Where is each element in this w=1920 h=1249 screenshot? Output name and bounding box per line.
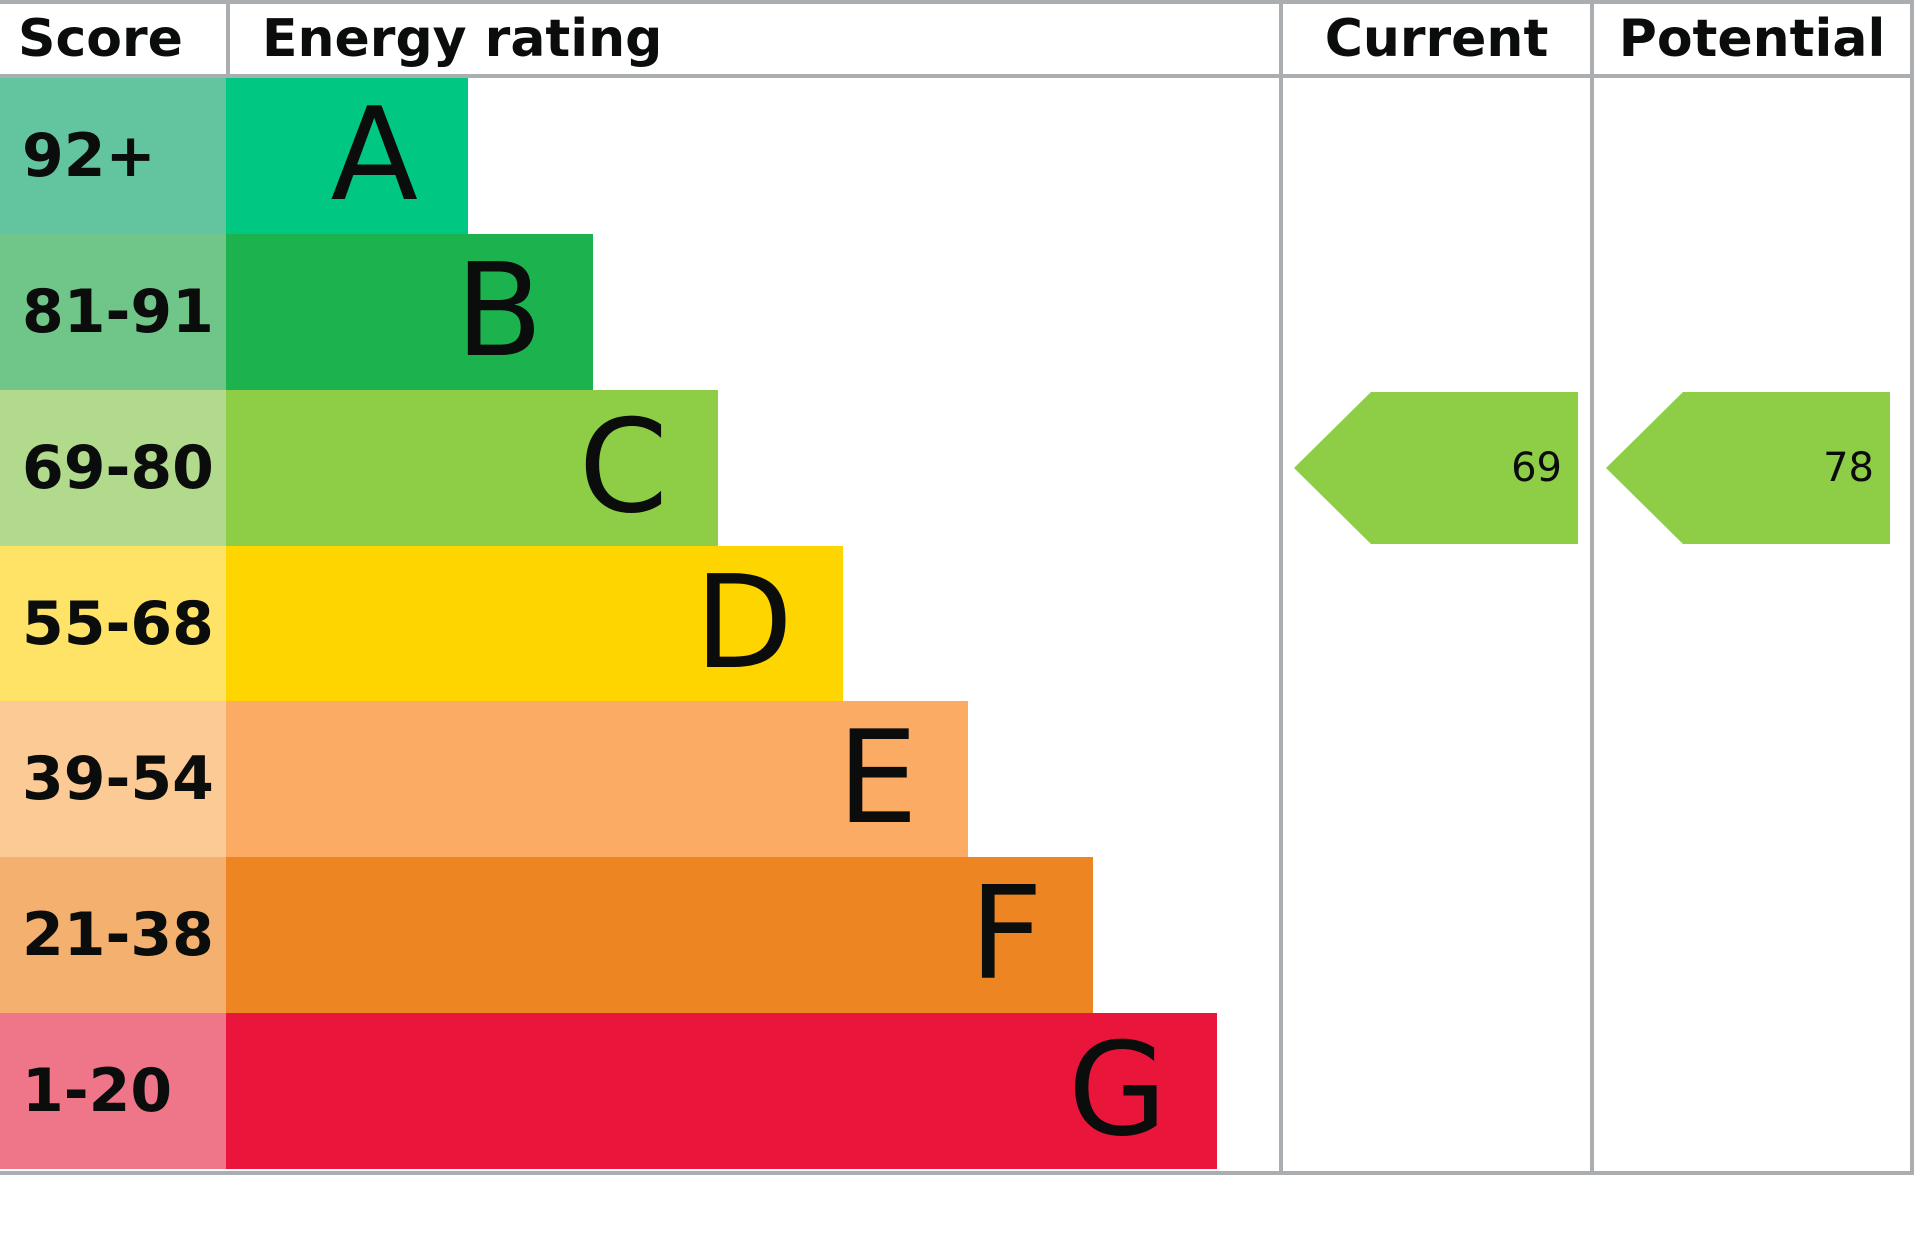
header-divider-line: [0, 74, 1914, 78]
band-letter-c: C: [578, 393, 668, 542]
band-bar-g: G: [226, 1013, 1217, 1169]
potential-rating-value: 78: [1823, 445, 1874, 491]
energy-current-divider: [1279, 0, 1283, 1175]
band-bar-d: D: [226, 546, 843, 701]
current-rating-value: 69: [1511, 445, 1562, 491]
score-range-39-54: 39-54: [0, 701, 226, 857]
table-border-top: [0, 0, 1914, 4]
band-row-c: 69-80 C: [0, 390, 1914, 546]
band-row-b: 81-91 B: [0, 234, 1914, 390]
band-row-a: 92+ A: [0, 78, 1914, 234]
band-letter-e: E: [837, 704, 918, 853]
band-bar-a: A: [226, 78, 468, 234]
band-row-g: 1-20 G: [0, 1013, 1914, 1169]
band-letter-b: B: [455, 237, 543, 386]
current-potential-divider: [1590, 0, 1594, 1175]
band-bar-f: F: [226, 857, 1093, 1013]
band-bar-e: E: [226, 701, 968, 857]
band-bar-b: B: [226, 234, 593, 390]
band-letter-d: D: [694, 548, 793, 698]
current-column-header: Current: [1324, 9, 1549, 69]
band-row-f: 21-38 F: [0, 857, 1914, 1013]
table-border-bottom: [0, 1171, 1914, 1175]
score-range-69-80: 69-80: [0, 390, 226, 546]
potential-column-header: Potential: [1618, 9, 1886, 69]
score-column-header: Score: [18, 9, 183, 69]
score-range-55-68: 55-68: [0, 546, 226, 701]
score-range-1-20: 1-20: [0, 1013, 226, 1169]
score-range-21-38: 21-38: [0, 857, 226, 1013]
table-border-right: [1910, 0, 1914, 1175]
band-letter-a: A: [330, 81, 418, 230]
score-range-92plus: 92+: [0, 78, 226, 234]
band-letter-f: F: [969, 860, 1043, 1009]
band-row-d: 55-68 D: [0, 546, 1914, 701]
score-range-81-91: 81-91: [0, 234, 226, 390]
band-bar-c: C: [226, 390, 718, 546]
band-letter-g: G: [1067, 1016, 1167, 1165]
energy-rating-column-header: Energy rating: [262, 9, 663, 69]
score-energy-divider: [226, 0, 230, 78]
band-row-e: 39-54 E: [0, 701, 1914, 857]
